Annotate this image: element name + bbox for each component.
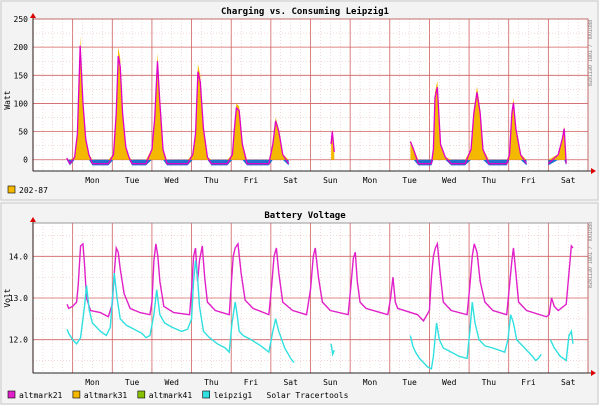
chart1-solar-area-2 [410,80,527,160]
chart2-ytick-14-0: 14.0 [9,252,28,261]
chart2-ytick-13-0: 13.0 [9,294,28,303]
chart1-xtick-6-sun: Sun [323,176,338,185]
chart1-ytick-150: 150 [14,71,29,80]
chart2-line-leipzig1-1 [330,343,335,357]
chart2-title: Battery Voltage [264,211,346,221]
chart2-xtick-11-fri: Fri [521,378,536,387]
chart2-line-leipzig1-3 [549,329,574,362]
chart2-xtick-12-sat: Sat [561,378,576,387]
chart2-legend-swatch-altmark21 [7,390,16,399]
chart1-load-line-3 [547,128,567,165]
chart2-legend-label-altmark41: altmark41 [149,391,193,400]
chart2-x-axis: Mon Tue Wed Thu Fri Sat Sun Mon Tue Wed Thu Fri Sat [33,370,596,387]
chart1-legend: 202-87 [7,185,48,195]
chart2-xtick-6-sun: Sun [323,378,338,387]
chart1-ylabel: Watt [3,90,12,109]
chart1-load-line-1 [330,131,335,153]
chart1-ytick-200: 200 [14,43,29,52]
chart2-line-altmark21-0 [66,241,574,323]
chart2-legend: altmark21 altmark31 altmark41 leipzig1 Solar… [7,390,349,400]
chart1-ytick-250: 250 [14,15,29,24]
chart2-ylabel: Volt [3,288,12,307]
chart2-xtick-9-wed: Wed [442,378,457,387]
chart2-legend-label-altmark31: altmark31 [84,391,128,400]
chart2-legend-swatch-leipzig1 [202,390,210,399]
chart2-plot-area [66,241,574,370]
chart1-xtick-8-tue: Tue [402,176,417,185]
chart2-legend-swatch-altmark41 [137,390,146,399]
chart2-legend-label-leipzig1: leipzig1 [214,391,253,400]
chart2-line-leipzig1-2 [409,302,542,370]
chart1-watermark: RRDTOOL / TOBI OETIKER [586,20,592,87]
chart2-legend-label-solar-tracertools: Solar Tracertools [267,391,349,400]
chart2-xtick-10-thu: Thu [482,378,497,387]
chart2-xtick-0-mon: Mon [85,378,100,387]
chart1-xtick-2-wed: Wed [165,176,180,185]
chart1-xtick-10-thu: Thu [482,176,497,185]
chart1-title: Charging vs. Consuming Leipzig1 [221,6,389,17]
chart1-xtick-11-fri: Fri [521,176,536,185]
chart2-xtick-3-thu: Thu [204,378,219,387]
chart1-legend-label-202-87: 202-87 [19,186,48,195]
chart1-xtick-1-tue: Tue [125,176,140,185]
chart2-line-leipzig1-0 [66,260,295,364]
chart2-xtick-7-mon: Mon [363,378,378,387]
chart1-xtick-4-fri: Fri [244,176,259,185]
chart2-xtick-2-wed: Wed [165,378,180,387]
chart1-y-axis: 0 50 100 150 200 250 [14,13,36,171]
chart2-watermark: RRDTOOL / TOBI OETIKER [586,222,592,289]
chart2-x-arrow [591,370,596,376]
chart1-xtick-12-sat: Sat [561,176,576,185]
chart1-load-line-2 [409,87,528,165]
chart1-consume-area-3 [548,159,567,166]
chart1-ytick-0: 0 [23,156,28,165]
chart2-xtick-8-tue: Tue [402,378,417,387]
chart2-xtick-4-fri: Fri [244,378,259,387]
chart1-xtick-7-mon: Mon [363,176,378,185]
chart2-xtick-5-sat: Sat [283,378,298,387]
chart1-ytick-100: 100 [14,99,29,108]
chart1-ytick-50: 50 [18,128,28,137]
chart1-solar-area-0 [66,35,289,160]
chart1-y-arrow [30,13,36,18]
chart2-xtick-1-tue: Tue [125,378,140,387]
chart1-x-axis: Mon Tue Wed Thu Fri Sat Sun Mon Tue Wed Thu Fri Sat [33,168,596,185]
chart1-legend-swatch-202-87 [7,185,16,194]
chart1-solar-area-3 [548,125,567,160]
chart1-xtick-5-sat: Sat [283,176,298,185]
chart1-xtick-9-wed: Wed [442,176,457,185]
chart1-xtick-3-thu: Thu [204,176,219,185]
chart2-legend-label-altmark21: altmark21 [19,391,63,400]
chart2-ytick-12-0: 12.0 [9,336,28,345]
chart1-plot-area [66,35,567,166]
chart1-load-line-0 [66,45,290,165]
chart1-xtick-0-mon: Mon [85,176,100,185]
chart1-consume-area-0 [66,159,289,166]
chart2-grid [32,222,589,374]
chart2-y-axis: 12.0 13.0 14.0 [9,217,36,373]
chart2-y-arrow [30,217,36,222]
chart2-legend-swatch-altmark31 [72,390,81,399]
chart1-x-arrow [591,168,596,174]
